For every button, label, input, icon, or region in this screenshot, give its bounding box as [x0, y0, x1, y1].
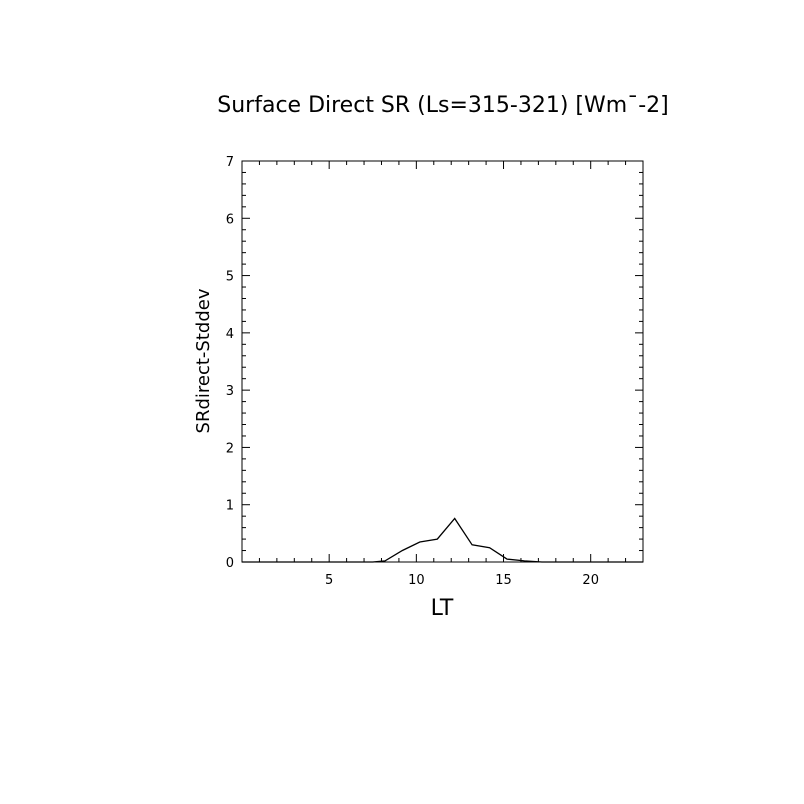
x-tick-label: 15	[495, 573, 512, 588]
axis-ticks	[242, 161, 643, 562]
x-tick-label: 5	[325, 573, 333, 588]
x-tick-label: 20	[582, 573, 599, 588]
y-axis-label: SRdirect-Stddev	[193, 288, 214, 433]
series	[242, 517, 643, 563]
tick-labels: 5 10 15 20 0 1 2 3 4 5 6 7	[226, 155, 599, 588]
chart-title: Surface Direct SR (Ls=315-321) [Wm¯-2]	[217, 93, 668, 118]
y-tick-label: 4	[226, 327, 234, 342]
y-tick-label: 5	[226, 270, 234, 285]
x-axis-label: LT	[431, 596, 454, 621]
y-tick-label: 2	[226, 441, 234, 456]
series-line	[242, 517, 643, 563]
y-tick-label: 0	[226, 556, 234, 571]
y-tick-label: 1	[226, 499, 234, 514]
x-tick-label: 10	[408, 573, 425, 588]
y-tick-label: 7	[226, 155, 234, 170]
y-tick-label: 6	[226, 212, 234, 227]
plot-frame	[241, 160, 644, 563]
y-tick-label: 3	[226, 384, 234, 399]
